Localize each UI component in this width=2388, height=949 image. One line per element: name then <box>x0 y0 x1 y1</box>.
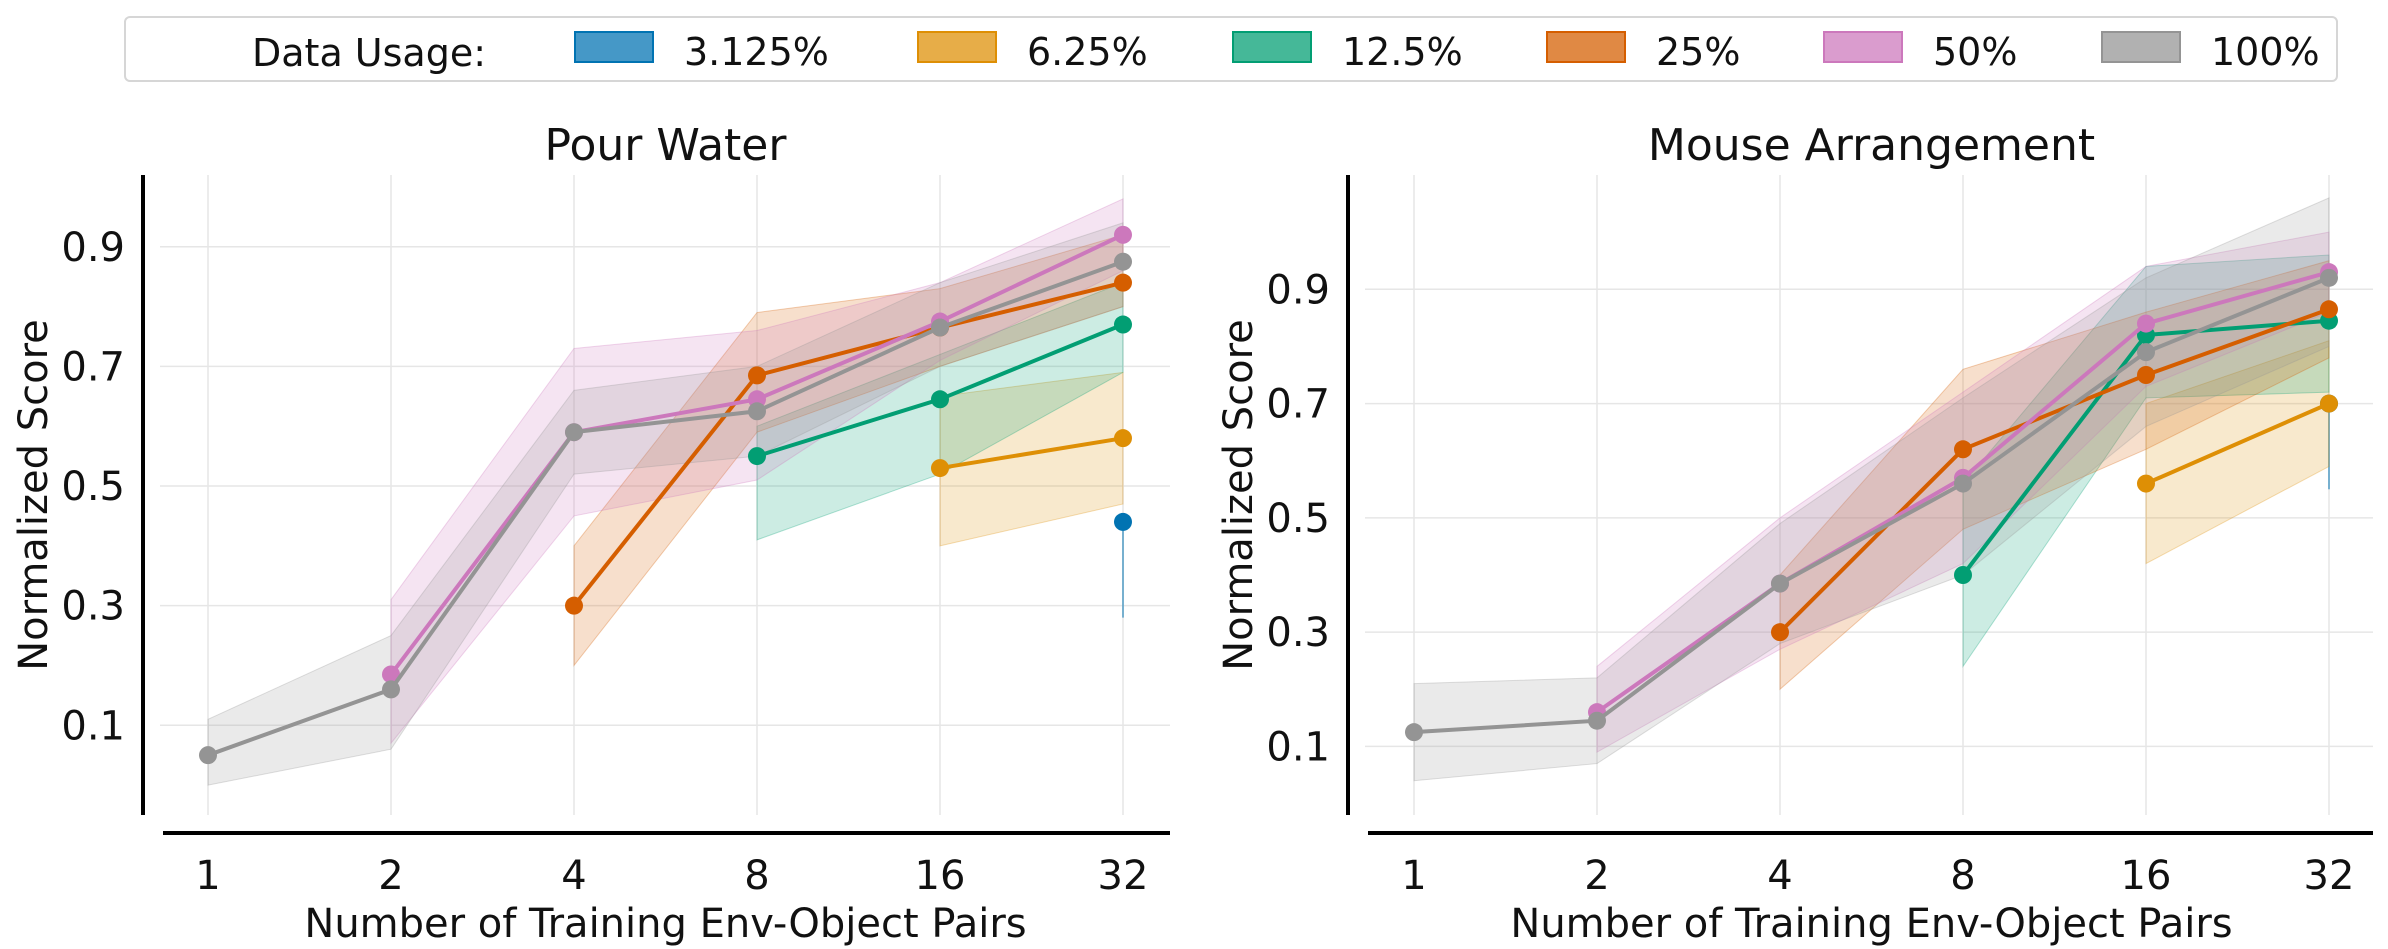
data-point <box>748 366 766 385</box>
data-point <box>565 596 583 615</box>
data-point <box>2137 314 2155 333</box>
y-tick-label: 0.3 <box>1266 610 1330 656</box>
data-point <box>2320 300 2338 319</box>
legend-swatch <box>917 31 997 63</box>
x-tick-label: 16 <box>2121 853 2172 899</box>
legend-swatch <box>1546 31 1626 63</box>
data-point <box>382 665 400 684</box>
data-point <box>748 447 766 466</box>
data-point <box>2137 366 2155 384</box>
x-tick-label: 16 <box>915 853 966 899</box>
series-line <box>1778 307 2330 634</box>
data-point <box>2320 268 2338 287</box>
data-point <box>1114 273 1132 292</box>
legend: Data Usage: 3.125% 6.25% 12.5% 25% 50% 1… <box>124 16 2338 82</box>
y-tick-label: 0.7 <box>1266 382 1330 428</box>
confidence-band <box>756 281 1124 541</box>
legend-title: Data Usage: <box>252 31 487 75</box>
data-point <box>1114 429 1132 448</box>
legend-label: 50% <box>1933 30 2018 74</box>
data-point <box>1954 566 1972 584</box>
legend-swatch <box>574 31 654 63</box>
data-point <box>748 402 766 421</box>
data-point <box>1114 225 1132 244</box>
data-point <box>1954 440 1972 459</box>
y-axis-label: Normalized Score <box>11 319 57 671</box>
y-tick-label: 0.1 <box>1266 724 1330 770</box>
data-point <box>2137 474 2155 493</box>
data-point <box>1588 711 1606 730</box>
x-tick-label: 1 <box>1401 853 1426 899</box>
confidence-band <box>573 234 1124 667</box>
y-tick-label: 0.3 <box>61 584 125 630</box>
series-line <box>207 259 1124 758</box>
x-tick-label: 4 <box>1767 853 1792 899</box>
series-line <box>2145 401 2330 486</box>
legend-label: 25% <box>1656 30 1741 74</box>
x-tick-label: 1 <box>195 853 220 899</box>
series-line <box>939 436 1124 471</box>
legend-label: 12.5% <box>1342 30 1463 74</box>
legend-swatch <box>2101 31 2181 63</box>
y-tick-label: 0.7 <box>61 344 125 390</box>
data-point <box>1771 574 1789 593</box>
data-point <box>1771 623 1789 642</box>
series-line <box>572 280 1124 607</box>
legend-label: 100% <box>2211 30 2320 74</box>
data-point <box>565 423 583 442</box>
x-tick-label: 4 <box>561 853 586 899</box>
data-point <box>1405 723 1423 742</box>
data-point <box>1114 315 1132 334</box>
confidence-band <box>2145 340 2330 565</box>
x-tick-label: 2 <box>1584 853 1609 899</box>
data-point <box>382 680 400 699</box>
chart-mouse-arrangement: 0.1 0.3 0.5 0.7 0.9 1 2 4 8 16 32 Number of Trainin… <box>1216 120 2373 947</box>
series-line <box>1413 276 2330 735</box>
legend-label: 6.25% <box>1027 30 1148 74</box>
data-point <box>1114 512 1132 531</box>
x-tick-label: 8 <box>744 853 769 899</box>
y-tick-label: 0.9 <box>61 225 125 271</box>
confidence-band <box>1413 197 2330 782</box>
chart-title: Mouse Arrangement <box>1648 120 2095 171</box>
x-tick-label: 2 <box>378 853 403 899</box>
data-point <box>2137 343 2155 362</box>
y-tick-label: 0.5 <box>61 464 125 510</box>
legend-swatch <box>1232 31 1312 63</box>
confidence-band <box>207 222 1124 786</box>
x-axis-label: Number of Training Env-Object Pairs <box>1510 901 2232 947</box>
confidence-band <box>1779 260 2330 691</box>
x-tick-label: 32 <box>1098 853 1149 899</box>
chart-title: Pour Water <box>545 120 788 171</box>
y-tick-label: 0.9 <box>1266 267 1330 313</box>
data-point <box>2320 394 2338 413</box>
data-point <box>199 746 217 765</box>
x-axis-label: Number of Training Env-Object Pairs <box>304 901 1026 947</box>
x-tick-label: 32 <box>2304 853 2355 899</box>
data-point <box>1114 252 1132 271</box>
legend-label: 3.125% <box>684 30 829 74</box>
data-point <box>931 390 949 409</box>
y-tick-label: 0.1 <box>61 703 125 749</box>
data-point <box>1954 474 1972 493</box>
y-axis-label: Normalized Score <box>1216 319 1262 671</box>
x-tick-label: 8 <box>1950 853 1975 899</box>
data-point <box>931 318 949 337</box>
data-point <box>931 459 949 478</box>
chart-pour-water: 0.1 0.3 0.5 0.7 0.9 1 2 4 8 16 32 Number of Trainin… <box>11 120 1170 947</box>
confidence-band <box>939 371 1124 547</box>
legend-swatch <box>1823 31 1903 63</box>
confidence-band <box>1962 254 2330 669</box>
y-tick-label: 0.5 <box>1266 496 1330 542</box>
